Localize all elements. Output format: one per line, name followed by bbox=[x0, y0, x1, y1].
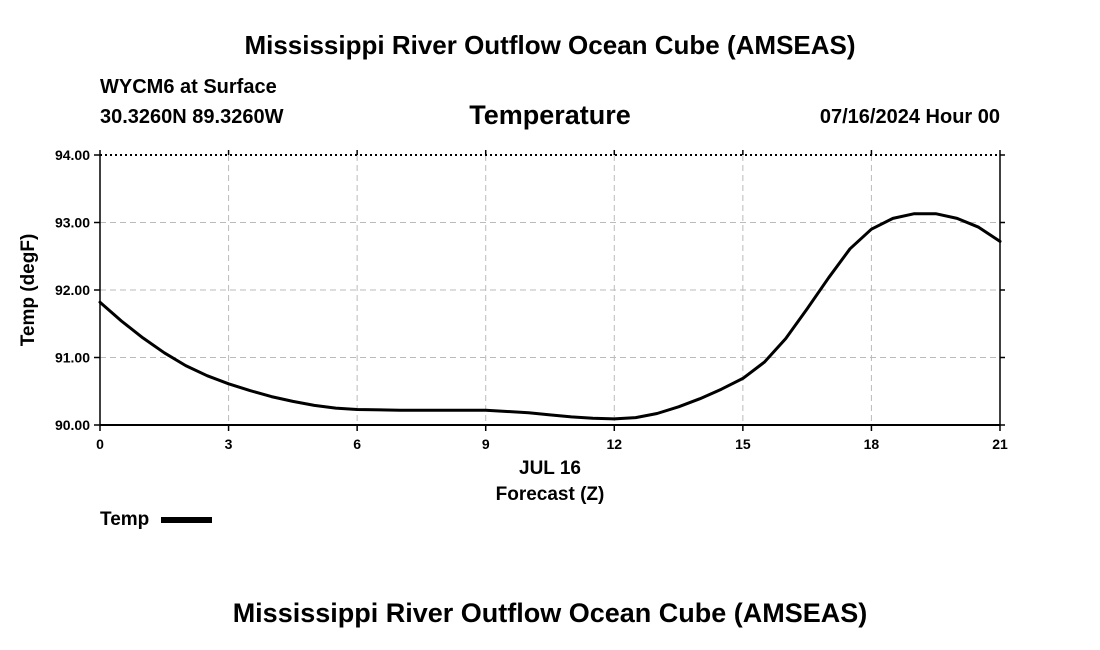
datetime-label: 07/16/2024 Hour 00 bbox=[819, 106, 1000, 128]
y-tick-label: 94.00 bbox=[55, 147, 90, 163]
legend-label-temp: Temp bbox=[100, 509, 149, 530]
legend: Temp bbox=[100, 509, 212, 530]
coordinates-label: 30.3260N 89.3260W bbox=[100, 106, 284, 128]
y-tick-label: 91.00 bbox=[55, 350, 90, 366]
x-tick-label: 15 bbox=[735, 436, 751, 452]
x-tick-label: 3 bbox=[225, 436, 233, 452]
station-label: WYCM6 at Surface bbox=[100, 76, 277, 98]
x-tick-label: 18 bbox=[864, 436, 880, 452]
x-axis-date-label: JUL 16 bbox=[519, 458, 581, 479]
chart-title: Mississippi River Outflow Ocean Cube (AM… bbox=[244, 30, 856, 60]
series bbox=[98, 212, 1002, 421]
series-line-temp bbox=[98, 212, 1002, 421]
x-tick-label: 21 bbox=[992, 436, 1008, 452]
y-tick-label: 93.00 bbox=[55, 215, 90, 231]
axes bbox=[94, 150, 1005, 431]
x-tick-label: 12 bbox=[606, 436, 622, 452]
x-tick-label: 6 bbox=[353, 436, 361, 452]
footer-title: Mississippi River Outflow Ocean Cube (AM… bbox=[232, 598, 868, 628]
grid-lines bbox=[100, 155, 1000, 425]
y-axis-title: Temp (degF) bbox=[18, 234, 39, 347]
x-axis-title: Forecast (Z) bbox=[496, 484, 605, 505]
tick-labels: 0 3 6 9 12 15 18 21 90.00 91.00 92.00 93.00 94.00 bbox=[55, 147, 1008, 452]
x-tick-label: 9 bbox=[482, 436, 490, 452]
y-tick-label: 92.00 bbox=[55, 282, 90, 298]
x-tick-label: 0 bbox=[96, 436, 104, 452]
y-tick-label: 90.00 bbox=[55, 417, 90, 433]
variable-title: Temperature bbox=[469, 100, 631, 130]
